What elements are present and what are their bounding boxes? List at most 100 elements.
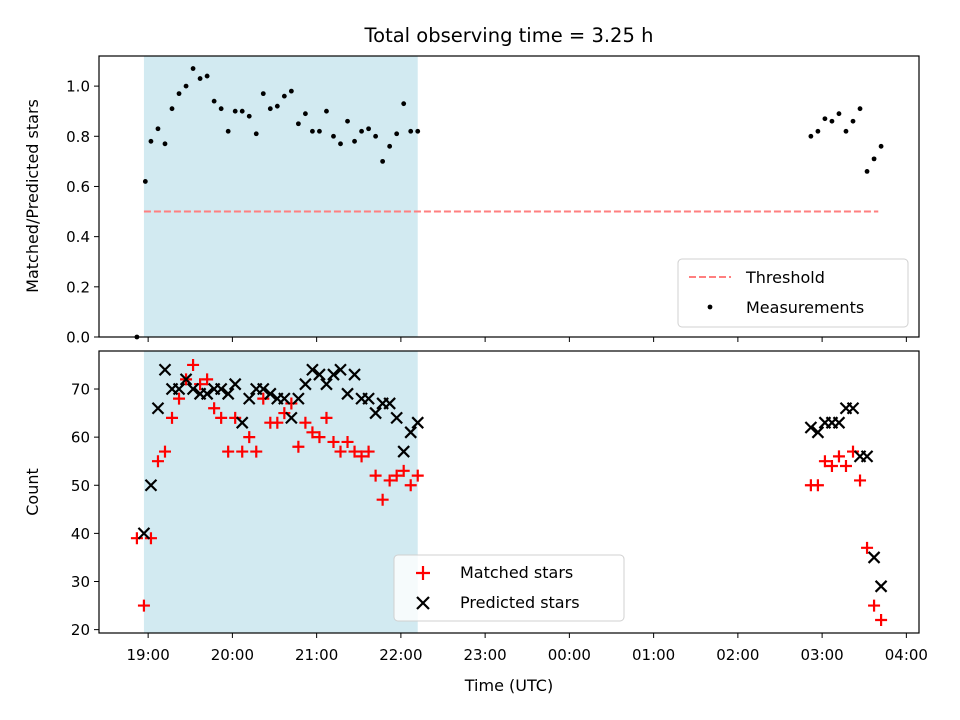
ratio-legend-box [677, 258, 909, 328]
measurement-point [815, 128, 821, 134]
matched-legend-label: Matched stars [460, 563, 573, 582]
measurement-point [359, 128, 364, 134]
matched-star-point [215, 411, 228, 424]
matched-star-point [137, 599, 150, 612]
matched-star-point [868, 599, 881, 612]
predicted-star-point [383, 397, 396, 410]
x-tick-label: 19:00 [127, 646, 170, 664]
matched-star-point [130, 532, 143, 545]
measurement-point [331, 133, 336, 139]
measurement-point [373, 133, 379, 139]
measurement-point [401, 101, 407, 107]
measurement-point [197, 76, 203, 81]
ratio-plot-frame [98, 55, 920, 338]
predicted-star-point [313, 368, 326, 381]
matched-star-point [348, 445, 361, 458]
predicted-star-point [804, 421, 818, 434]
predicted-star-point [320, 377, 333, 391]
measurement-point [176, 91, 182, 97]
predicted-star-point [285, 411, 298, 425]
matched-star-point [832, 450, 845, 463]
measurement-point [281, 93, 287, 99]
measurement-point [864, 169, 870, 174]
matched-star-point [236, 445, 249, 458]
predicted-star-point [397, 445, 410, 458]
chart-title: Total observing time = 3.25 h [364, 24, 654, 47]
measurement-point [232, 108, 238, 114]
matched-star-point [229, 411, 242, 424]
matched-star-point [201, 373, 214, 386]
measurements-legend-label: Measurements [746, 298, 864, 317]
measurement-point [204, 73, 210, 79]
predicted-star-point [334, 363, 347, 377]
matched-star-point [243, 431, 256, 444]
matched-star-point [278, 407, 291, 420]
measurement-point [162, 141, 168, 147]
x-tick-label: 01:00 [632, 646, 675, 664]
count-shaded-span [143, 351, 418, 633]
measurement-point [225, 128, 231, 134]
measurement-point [829, 118, 835, 124]
measurement-point [345, 118, 350, 124]
measurement-point [878, 143, 884, 149]
measurement-point [366, 126, 371, 132]
measurement-point [394, 131, 400, 137]
threshold-legend-label: Threshold [745, 268, 825, 287]
predicted-star-point [369, 406, 382, 420]
matched-star-point [151, 455, 164, 468]
predicted-star-point [292, 392, 305, 405]
measurement-point [310, 128, 315, 134]
predicted-star-point [278, 392, 291, 405]
measurement-point [190, 66, 196, 71]
measurement-point [822, 116, 828, 122]
matched-star-point [327, 435, 340, 448]
ratio-y-tick-label: 1.0 [66, 78, 90, 96]
matched-star-point [194, 378, 207, 391]
predicted-star-point [874, 580, 888, 593]
predicted-star-point [137, 527, 151, 540]
predicted-star-point [214, 382, 228, 396]
matched-star-point [208, 402, 221, 415]
measurement-point [317, 128, 322, 134]
matched-star-point [292, 440, 305, 453]
count-legend: Matched stars Predicted stars [393, 554, 625, 622]
matched-star-point [404, 479, 417, 492]
predicted-star-point [200, 387, 214, 401]
matched-star-point [173, 392, 186, 405]
matched-star-point [158, 445, 171, 458]
predicted-star-point [221, 387, 235, 401]
ratio-y-tick-label: 0.4 [66, 228, 90, 246]
predicted-star-point [860, 450, 874, 463]
matched-star-point [257, 392, 270, 405]
measurement-point [211, 98, 217, 104]
count-y-tick-label: 30 [71, 573, 90, 591]
measurement-point [871, 156, 877, 162]
matched-star-point [299, 416, 312, 429]
matched-star-point [818, 455, 831, 468]
measurement-point [295, 121, 301, 127]
ratio-y-tick-label: 0.0 [66, 329, 90, 347]
predicted-star-point [327, 368, 340, 381]
measurement-point [380, 158, 386, 164]
matched-star-point [355, 450, 368, 463]
measurement-point [338, 141, 343, 147]
ratio-y-axis-label: Matched/Predicted stars [23, 99, 42, 293]
predicted-star-point [348, 368, 361, 381]
measurement-point [267, 106, 273, 112]
measurement-point [260, 91, 266, 97]
x-tick-label: 21:00 [295, 646, 338, 664]
count-panel: 20 30 40 50 60 70 Count 19:00 20:00 21:00 22:00 2… [23, 350, 928, 695]
matched-star-point [144, 532, 157, 545]
ratio-y-tick-label: 0.8 [66, 128, 90, 146]
measurement-point [155, 126, 161, 132]
matched-star-point [825, 460, 838, 473]
matched-star-point [222, 445, 235, 458]
matched-star-point [250, 445, 263, 458]
matched-legend-swatch [416, 566, 430, 580]
measurement-point [387, 143, 393, 149]
measurements-legend-swatch [707, 304, 713, 310]
predicted-star-point [867, 551, 881, 564]
predicted-star-point [390, 411, 403, 425]
predicted-star-point [158, 363, 172, 377]
matched-star-point [320, 411, 333, 424]
